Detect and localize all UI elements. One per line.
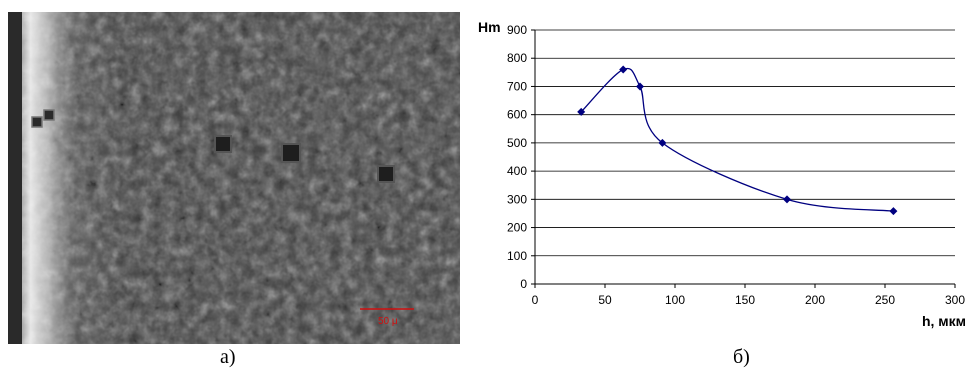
y-tick-label: 900 [507, 23, 527, 37]
y-tick-label: 600 [507, 108, 527, 122]
tick-labels: 0 100 200 300 400 500 600 700 800 900 0 50 100 150 200… [507, 23, 965, 307]
caption-a: а) [220, 346, 236, 368]
x-tick-label: 300 [945, 293, 965, 307]
axes [531, 29, 956, 288]
x-axis-title: h, мкм [922, 313, 966, 329]
data-point [619, 65, 628, 74]
y-tick-label: 0 [520, 277, 527, 291]
x-tick-label: 50 [598, 293, 612, 307]
series-line [580, 67, 894, 212]
data-point [577, 107, 586, 116]
x-tick-label: 0 [532, 293, 539, 307]
data-point [889, 207, 898, 216]
data-point [658, 138, 667, 147]
indent-mark [43, 109, 55, 121]
caption-b: б) [733, 346, 750, 368]
y-tick-label: 700 [507, 79, 527, 93]
micrograph-image: 50 μ [8, 12, 460, 344]
chart-svg: 0 100 200 300 400 500 600 700 800 900 0 50 100 150 200… [478, 19, 966, 329]
x-tick-label: 200 [805, 293, 825, 307]
y-tick-label: 300 [507, 192, 527, 206]
y-tick-label: 400 [507, 164, 527, 178]
indent-mark [214, 135, 232, 153]
x-tick-label: 150 [735, 293, 755, 307]
y-axis-title: Hm [478, 19, 501, 35]
y-tick-label: 800 [507, 51, 527, 65]
micrograph-texture: 50 μ [8, 12, 460, 344]
scale-bar-label: 50 μ [378, 316, 398, 327]
gridlines [535, 29, 955, 257]
indent-mark [281, 143, 301, 163]
indent-mark [31, 116, 43, 128]
y-tick-label: 200 [507, 221, 527, 235]
indent-mark [377, 165, 395, 183]
y-tick-label: 100 [507, 249, 527, 263]
hardness-chart: 0 100 200 300 400 500 600 700 800 900 0 50 100 150 200… [468, 8, 973, 338]
data-points [577, 65, 898, 216]
data-point [636, 82, 644, 91]
x-tick-label: 100 [665, 293, 685, 307]
data-point [783, 195, 791, 204]
y-tick-label: 500 [507, 136, 527, 150]
x-tick-label: 250 [875, 293, 895, 307]
